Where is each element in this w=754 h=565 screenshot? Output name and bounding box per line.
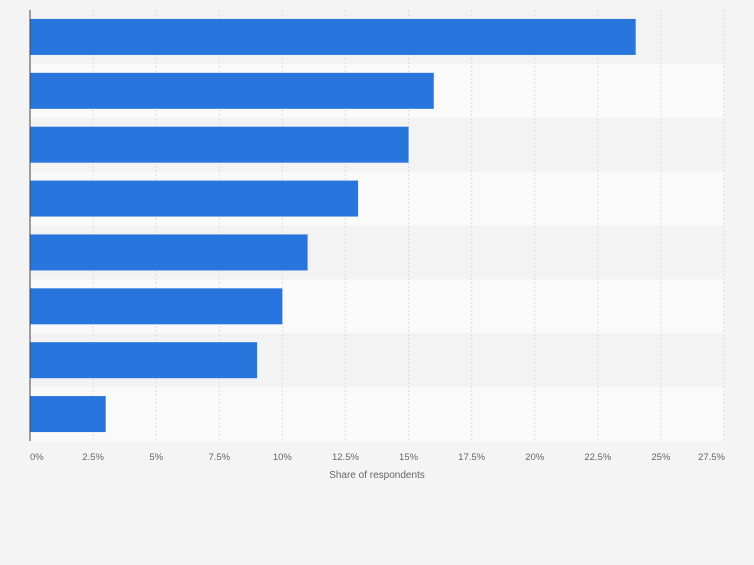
bar[interactable] [30, 72, 434, 109]
bar[interactable] [30, 18, 636, 55]
x-tick-label: 20% [525, 452, 545, 463]
bar[interactable] [30, 180, 359, 217]
x-tick-label: 12.5% [332, 452, 359, 463]
x-tick-label: 15% [399, 452, 419, 463]
row-band [30, 387, 724, 441]
bar[interactable] [30, 288, 283, 325]
bars [30, 18, 636, 433]
bar[interactable] [30, 396, 106, 433]
x-tick-label: 25% [651, 452, 671, 463]
bar[interactable] [30, 126, 409, 163]
x-tick-label: 10% [273, 452, 293, 463]
x-tick-label: 22.5% [584, 452, 611, 463]
x-tick-label: 17.5% [458, 452, 485, 463]
bar[interactable] [30, 342, 258, 379]
x-axis-title: Share of respondents [329, 470, 425, 481]
x-tick-label: 7.5% [208, 452, 230, 463]
x-tick-label: 2.5% [82, 452, 104, 463]
bar[interactable] [30, 234, 308, 271]
x-tick-label: 0% [30, 452, 44, 463]
x-tick-label: 27.5% [698, 452, 725, 463]
x-axis-ticks: 0% 2.5% 5% 7.5% 10% 12.5% 15% 17.5% 20% 22.5% 25% 2… [30, 452, 726, 463]
x-tick-label: 5% [149, 452, 163, 463]
